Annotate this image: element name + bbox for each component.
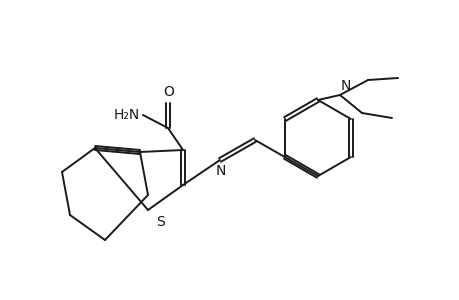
Text: N: N bbox=[215, 164, 226, 178]
Text: S: S bbox=[156, 215, 164, 229]
Text: H₂N: H₂N bbox=[113, 108, 140, 122]
Text: N: N bbox=[340, 79, 351, 93]
Text: O: O bbox=[163, 85, 174, 99]
